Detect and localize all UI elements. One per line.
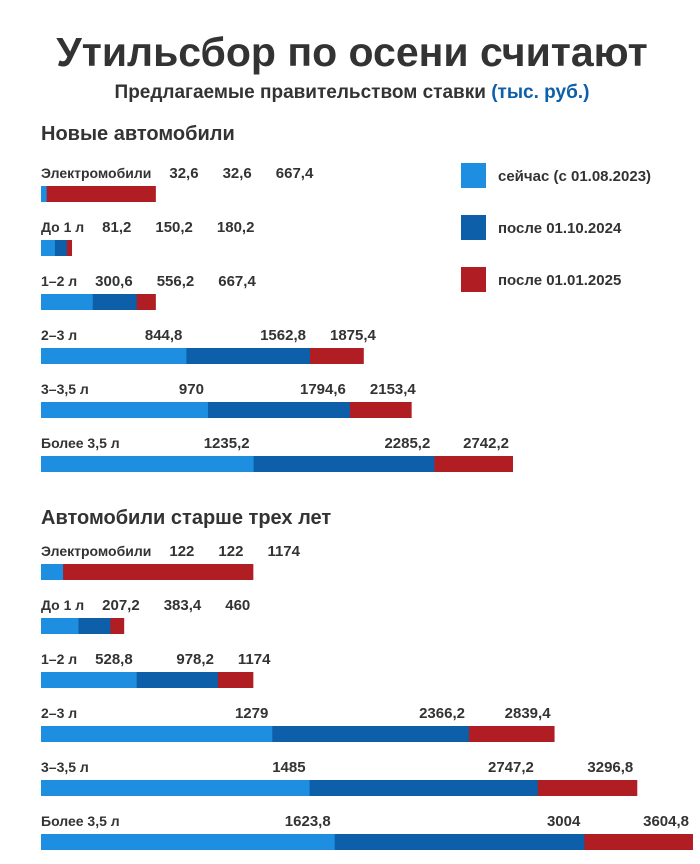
legend-label: сейчас (с 01.08.2023) <box>498 168 651 185</box>
value-label: 2285,2 <box>384 435 430 452</box>
legend-label: после 01.10.2024 <box>498 220 622 237</box>
bar <box>41 672 137 688</box>
value-label: 1174 <box>238 651 271 668</box>
category-label: 2–3 л <box>41 705 77 721</box>
category-label: До 1 л <box>41 219 84 235</box>
value-label: 122 <box>169 543 194 560</box>
value-label: 122 <box>218 543 243 560</box>
value-label: 81,2 <box>102 219 131 236</box>
value-label: 970 <box>179 381 204 398</box>
category-label: Более 3,5 л <box>41 813 120 829</box>
bar <box>41 456 254 472</box>
category-label: 1–2 л <box>41 273 77 289</box>
bar <box>41 186 47 202</box>
value-label: 1485 <box>272 759 305 776</box>
value-label: 383,4 <box>164 597 202 614</box>
value-label: 978,2 <box>176 651 214 668</box>
value-label: 460 <box>225 597 250 614</box>
value-label: 1794,6 <box>300 381 346 398</box>
value-label: 207,2 <box>102 597 140 614</box>
value-label: 150,2 <box>155 219 193 236</box>
value-label: 3604,8 <box>643 813 689 830</box>
legend-label: после 01.01.2025 <box>498 272 621 289</box>
value-label: 1174 <box>267 543 300 560</box>
value-label: 3296,8 <box>587 759 633 776</box>
value-label: 2742,2 <box>463 435 509 452</box>
value-label: 2747,2 <box>488 759 534 776</box>
value-label: 1875,4 <box>330 327 377 344</box>
category-label: 3–3,5 л <box>41 759 89 775</box>
value-label: 1279 <box>235 705 268 722</box>
value-label: 32,6 <box>223 165 252 182</box>
bar <box>41 834 335 850</box>
bar <box>41 348 187 364</box>
bar <box>41 402 208 418</box>
subtitle: Предлагаемые правительством ставки (тыс.… <box>115 82 590 103</box>
bar <box>41 240 55 256</box>
subtitle-text: Предлагаемые правительством ставки <box>115 82 486 103</box>
bar <box>41 618 79 634</box>
category-label: 2–3 л <box>41 327 77 343</box>
bar <box>41 186 156 202</box>
section-title: Автомобили старше трех лет <box>41 507 331 529</box>
bar <box>41 726 273 742</box>
category-label: Электромобили <box>41 165 151 181</box>
value-label: 556,2 <box>157 273 195 290</box>
value-label: 300,6 <box>95 273 133 290</box>
bar <box>41 564 64 580</box>
title: Утильсбор по осени считают <box>56 29 647 75</box>
value-label: 2839,4 <box>505 705 552 722</box>
category-label: 3–3,5 л <box>41 381 89 397</box>
value-label: 32,6 <box>169 165 198 182</box>
value-label: 1562,8 <box>260 327 306 344</box>
value-label: 667,4 <box>276 165 314 182</box>
value-label: 528,8 <box>95 651 133 668</box>
bar <box>41 294 93 310</box>
section-title: Новые автомобили <box>41 123 235 145</box>
value-label: 180,2 <box>217 219 255 236</box>
value-label: 667,4 <box>218 273 256 290</box>
value-label: 1235,2 <box>204 435 250 452</box>
category-label: Электромобили <box>41 543 151 559</box>
category-label: 1–2 л <box>41 651 77 667</box>
category-label: Более 3,5 л <box>41 435 120 451</box>
bar <box>41 780 310 796</box>
legend-swatch <box>461 163 486 188</box>
bar <box>41 564 254 580</box>
value-label: 2153,4 <box>370 381 417 398</box>
value-label: 2366,2 <box>419 705 465 722</box>
value-label: 3004 <box>547 813 581 830</box>
legend-swatch <box>461 267 486 292</box>
category-label: До 1 л <box>41 597 84 613</box>
value-label: 844,8 <box>145 327 183 344</box>
legend-swatch <box>461 215 486 240</box>
value-label: 1623,8 <box>285 813 331 830</box>
subtitle-unit: (тыс. руб.) <box>491 82 589 103</box>
